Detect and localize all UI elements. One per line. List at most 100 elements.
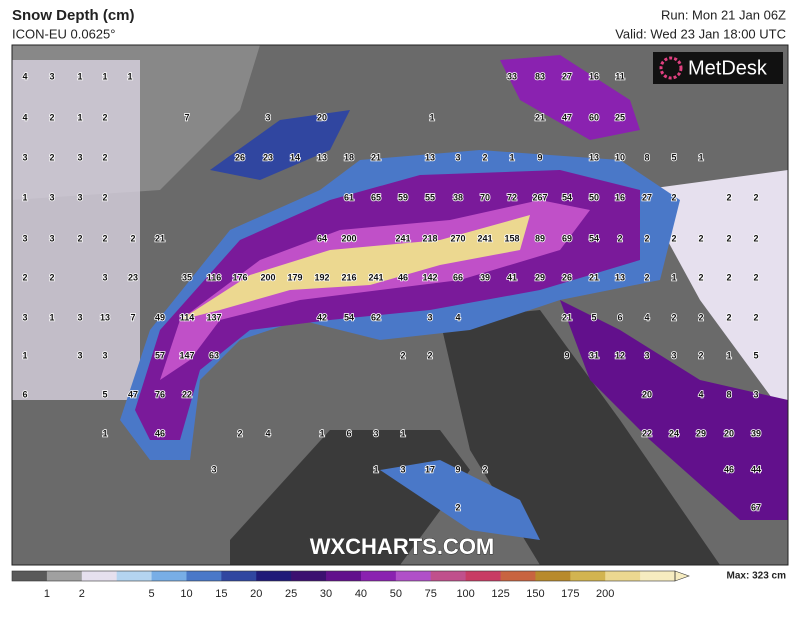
map-value: 54 — [344, 312, 354, 322]
map-value: 2 — [237, 428, 242, 438]
map-value: 3 — [455, 152, 460, 162]
map-value: 3 — [22, 152, 27, 162]
map-value: 49 — [155, 312, 165, 322]
map-value: 26 — [235, 152, 245, 162]
map-value: 2 — [753, 272, 758, 282]
legend-tick-label: 100 — [456, 588, 474, 600]
map-value: 46 — [155, 428, 165, 438]
map-value: 176 — [232, 272, 247, 282]
map-value: 2 — [726, 233, 731, 243]
legend: 1 2 5 10 15 20 25 30 40 50 75 100 125 150 175 200 — [11, 570, 690, 600]
map-value: 21 — [589, 272, 599, 282]
map-value: 1 — [509, 152, 514, 162]
map-value: 4 — [698, 389, 703, 399]
map-value: 76 — [155, 389, 165, 399]
valid: Valid: Wed 23 Jan 18:00 UTC — [615, 26, 786, 41]
legend-tick-label: 75 — [425, 588, 437, 600]
legend-tick-label: 40 — [355, 588, 367, 600]
map-value: 9 — [564, 350, 569, 360]
map-shapes — [12, 45, 788, 565]
map-value: 72 — [507, 192, 517, 202]
map-value: 241 — [477, 233, 492, 243]
map-value: 54 — [589, 233, 599, 243]
map-value: 39 — [751, 428, 761, 438]
legend-tick-label: 10 — [180, 588, 192, 600]
map-value: 3 — [49, 71, 54, 81]
map-value: 2 — [644, 233, 649, 243]
legend-swatch — [116, 571, 153, 581]
map-value: 27 — [562, 71, 572, 81]
map-value: 9 — [537, 152, 542, 162]
map-value: 70 — [480, 192, 490, 202]
map-value: 2 — [130, 233, 135, 243]
map-value: 42 — [317, 312, 327, 322]
map-value: 270 — [450, 233, 465, 243]
sea — [230, 430, 470, 565]
map-value: 59 — [398, 192, 408, 202]
map-value: 22 — [642, 428, 652, 438]
legend-swatch — [640, 571, 676, 581]
map-value: 18 — [344, 152, 354, 162]
map-value: 6 — [617, 312, 622, 322]
snow-core — [180, 215, 530, 320]
map-value: 16 — [589, 71, 599, 81]
map-value: 1 — [671, 272, 676, 282]
legend-tick-label: 20 — [250, 588, 262, 600]
legend-swatch — [395, 571, 432, 581]
legend-swatch — [291, 571, 327, 581]
map-value: 2 — [102, 233, 107, 243]
map-value: 3 — [49, 233, 54, 243]
map-value: 2 — [49, 272, 54, 282]
map-value: 20 — [317, 112, 327, 122]
map-value: 69 — [562, 233, 572, 243]
legend-swatch — [360, 571, 397, 581]
map-value: 13 — [317, 152, 327, 162]
map-value: 64 — [317, 233, 327, 243]
map-value: 3 — [671, 350, 676, 360]
legend-tick-label: 175 — [561, 588, 579, 600]
map-value: 1 — [127, 71, 132, 81]
logo: MetDesk — [688, 57, 768, 79]
legend-tick-label: 5 — [149, 588, 155, 600]
map-value: 3 — [427, 312, 432, 322]
map-value: 4 — [455, 312, 460, 322]
map-value: 2 — [726, 312, 731, 322]
map-value: 60 — [589, 112, 599, 122]
map-value: 61 — [344, 192, 354, 202]
map-value: 142 — [422, 272, 437, 282]
map-value: 35 — [182, 272, 192, 282]
map-value: 3 — [77, 192, 82, 202]
legend-max: Max: 323 cm — [727, 571, 787, 582]
map-value: 3 — [265, 112, 270, 122]
map-value: 2 — [482, 464, 487, 474]
map-value: 2 — [49, 112, 54, 122]
map-value: 3 — [102, 272, 107, 282]
map-value: 1 — [22, 350, 27, 360]
map-value: 3 — [400, 464, 405, 474]
map-value: 2 — [644, 272, 649, 282]
legend-arrow — [674, 570, 690, 582]
map-value: 2 — [482, 152, 487, 162]
map-value: 46 — [398, 272, 408, 282]
map-value: 1 — [726, 350, 731, 360]
legend-tick-label: 2 — [79, 588, 85, 600]
map-value: 2 — [77, 233, 82, 243]
map-value: 55 — [425, 192, 435, 202]
map-value: 6 — [346, 428, 351, 438]
map-value: 66 — [453, 272, 463, 282]
map-value: 89 — [535, 233, 545, 243]
map-value: 83 — [535, 71, 545, 81]
map-frame — [11, 44, 789, 566]
snow-light — [640, 170, 788, 420]
map: 4 3 1 1 1 33 83 27 16 114 2 1 2 7 3 20 1 21 47 60 253 2 3 2 26 23… — [11, 44, 789, 566]
map-value: 1 — [319, 428, 324, 438]
map-value: 4 — [22, 112, 27, 122]
legend-tick-label: 25 — [285, 588, 297, 600]
legend-swatch — [430, 571, 467, 581]
subtitle: ICON-EU 0.0625° — [12, 26, 115, 41]
map-value: 2 — [427, 350, 432, 360]
map-value: 3 — [77, 350, 82, 360]
logo-icon — [659, 56, 683, 80]
map-value: 216 — [341, 272, 356, 282]
map-value: 2 — [753, 233, 758, 243]
